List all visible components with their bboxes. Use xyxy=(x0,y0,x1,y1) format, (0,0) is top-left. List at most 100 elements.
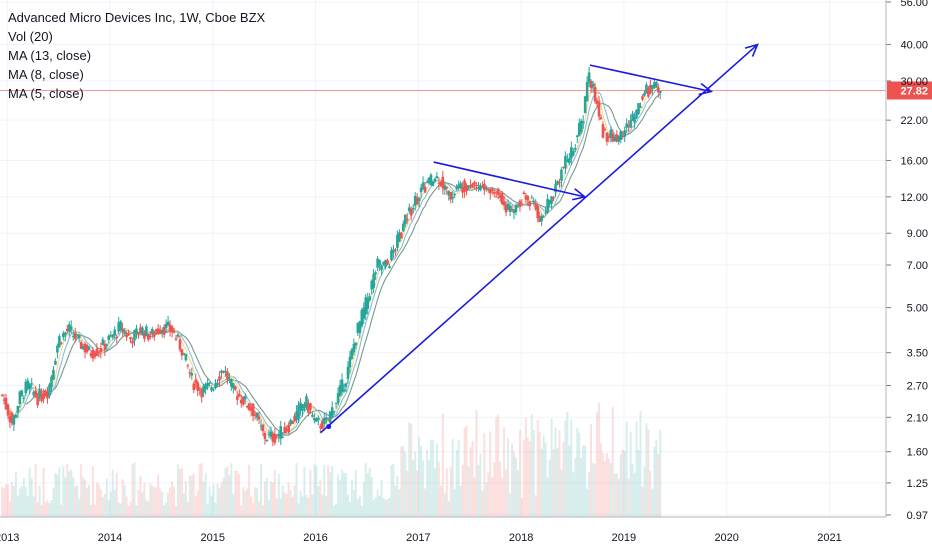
indicator-ma8[interactable]: MA (8, close) xyxy=(8,67,84,82)
volume-bar xyxy=(408,422,411,517)
volume-bar xyxy=(137,489,140,517)
volume-bar xyxy=(449,466,452,517)
candle-body xyxy=(119,321,122,331)
candle-body xyxy=(265,439,269,441)
candle-body xyxy=(14,414,18,418)
candle-body xyxy=(125,334,128,338)
symbol-title[interactable]: Advanced Micro Devices Inc, 1W, Cboe BZX xyxy=(8,10,266,25)
candle-body xyxy=(178,339,182,350)
volume-bar xyxy=(283,492,286,517)
volume-bar xyxy=(627,478,630,517)
volume-bar xyxy=(404,451,407,517)
volume-bar xyxy=(289,489,292,517)
volume-bar xyxy=(206,504,209,517)
trendline-drawings[interactable] xyxy=(320,43,759,434)
candle-body xyxy=(477,188,480,190)
candle-body xyxy=(196,382,200,391)
volume-bar xyxy=(60,504,63,517)
volume-bar xyxy=(398,489,401,517)
last-price-label: 27.82 xyxy=(900,85,928,97)
volume-bar xyxy=(147,501,150,517)
volume-bar xyxy=(246,488,249,517)
volume-bar xyxy=(325,495,328,517)
candle-body xyxy=(471,184,474,188)
y-tick-label: 1.60 xyxy=(907,447,928,459)
candle-body xyxy=(172,331,176,333)
volume-bar xyxy=(301,496,304,517)
candle-body xyxy=(324,417,328,420)
indicator-ma13[interactable]: MA (13, close) xyxy=(8,48,92,63)
indicator-ma5[interactable]: MA (5, close) xyxy=(8,86,84,101)
volume-bar xyxy=(208,486,211,517)
volume-bar xyxy=(455,450,458,517)
candle-body xyxy=(50,376,53,388)
candle-body xyxy=(364,297,368,315)
volume-bar xyxy=(50,500,53,517)
candle-body xyxy=(24,381,28,394)
volume-bar xyxy=(343,472,346,517)
candle-body xyxy=(617,136,621,142)
volume-bar xyxy=(538,431,541,517)
volume-bar xyxy=(48,503,51,517)
volume-bar xyxy=(105,478,108,517)
volume-bar xyxy=(526,437,529,517)
volume-bar xyxy=(607,458,610,517)
volume-bar xyxy=(339,480,342,517)
volume-bar xyxy=(659,429,662,517)
volume-bar xyxy=(321,494,324,517)
candle-body xyxy=(261,424,265,432)
candle-body xyxy=(427,177,431,183)
volume-bar xyxy=(68,471,71,517)
candle-body xyxy=(362,307,366,319)
volume-bar xyxy=(362,481,365,517)
volume-bar xyxy=(121,479,124,517)
last-price-layer: 27.82 xyxy=(0,81,932,100)
volume-bar xyxy=(74,486,77,517)
candle-body xyxy=(36,396,39,406)
x-tick-label: 2017 xyxy=(406,532,430,544)
candle-body xyxy=(500,193,504,205)
arrowhead-1 xyxy=(744,43,759,57)
candle-body xyxy=(587,72,591,83)
last-price-badge xyxy=(887,81,932,100)
volume-bar xyxy=(649,470,652,517)
candle-body xyxy=(522,192,526,195)
y-tick-label: 0.97 xyxy=(907,510,928,522)
indicator-volume[interactable]: Vol (20) xyxy=(8,29,53,44)
volume-bar xyxy=(58,467,61,517)
candle-body xyxy=(202,385,205,393)
candle-body xyxy=(413,196,417,206)
candle-body xyxy=(384,259,387,268)
candle-body xyxy=(338,385,342,396)
volume-bar xyxy=(366,473,369,517)
candle-body xyxy=(656,87,660,93)
volume-bar xyxy=(293,485,296,517)
volume-bar xyxy=(491,476,494,517)
volume-bar xyxy=(394,485,397,517)
volume-bar xyxy=(562,441,565,517)
volume-bar xyxy=(588,471,591,517)
candle-body xyxy=(621,136,625,138)
x-tick-label: 2020 xyxy=(714,532,738,544)
volume-bar xyxy=(424,488,427,517)
candle-body xyxy=(645,84,648,94)
candle-body xyxy=(71,335,75,337)
volume-bar xyxy=(386,499,389,517)
candle-body xyxy=(483,183,486,191)
volume-bar xyxy=(109,491,112,517)
volume-bar xyxy=(520,497,523,517)
candle-body xyxy=(249,407,253,411)
candle-body xyxy=(649,84,652,94)
volume-bar xyxy=(410,423,413,517)
candle-body xyxy=(544,212,547,214)
volume-bar xyxy=(471,441,474,517)
volume-bar xyxy=(524,417,527,517)
volume-bar xyxy=(12,486,15,517)
candle-body xyxy=(200,389,203,398)
volume-bar xyxy=(487,472,490,517)
candle-body xyxy=(443,185,447,190)
ma5-line xyxy=(9,83,661,439)
volume-bar xyxy=(3,488,6,517)
